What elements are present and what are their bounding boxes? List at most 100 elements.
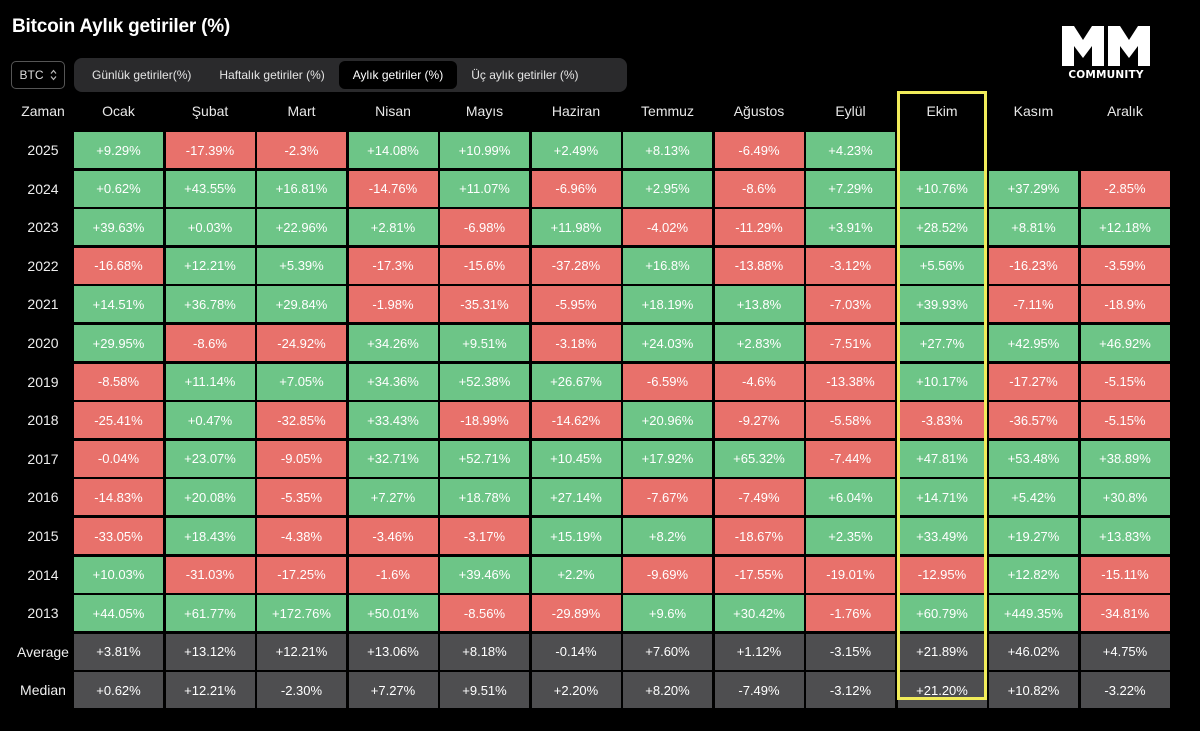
table-cell: -7.44% xyxy=(806,440,895,477)
table-cell: +449.35% xyxy=(989,595,1078,632)
row-label: Average xyxy=(17,643,69,660)
table-cell: -0.14% xyxy=(531,633,621,670)
table-cell: +2.20% xyxy=(531,672,621,709)
table-cell: +5.56% xyxy=(897,247,987,284)
table-cell: +13.83% xyxy=(1080,518,1170,554)
row-label: 2025 xyxy=(27,142,59,158)
table-cell: +23.07% xyxy=(165,440,255,477)
table-cell: +1.12% xyxy=(714,633,804,670)
table-cell: +13.8% xyxy=(714,286,804,323)
table-cell: +26.67% xyxy=(531,363,621,400)
table-cell: +21.20% xyxy=(897,672,987,709)
table-cell: -9.69% xyxy=(623,556,712,593)
table-cell: +2.81% xyxy=(348,209,438,246)
table-cell: +39.93% xyxy=(897,286,987,323)
column-header: Şubat xyxy=(191,103,229,119)
table-cell: -9.27% xyxy=(714,402,804,439)
column-header: Aralık xyxy=(1107,103,1143,119)
table-cell: -5.35% xyxy=(257,479,346,516)
table-cell: +3.81% xyxy=(74,633,163,670)
table-cell: -25.41% xyxy=(74,402,163,439)
table-cell: +39.63% xyxy=(74,209,163,246)
table-cell: +2.35% xyxy=(806,518,895,554)
table-cell: +46.02% xyxy=(989,633,1078,670)
table-cell: +34.26% xyxy=(348,325,438,361)
table-cell: +29.84% xyxy=(257,286,346,323)
table-cell: -3.17% xyxy=(440,518,529,554)
table-cell: +7.29% xyxy=(806,170,895,207)
table-cell: -7.49% xyxy=(714,672,804,709)
table-cell: +18.43% xyxy=(165,518,255,554)
row-label: Median xyxy=(20,682,66,699)
row-label: 2020 xyxy=(27,335,59,351)
table-cell: -3.18% xyxy=(531,325,621,361)
table-cell: +8.18% xyxy=(440,633,529,670)
table-cell: +50.01% xyxy=(348,595,438,632)
table-cell: -1.6% xyxy=(348,556,438,593)
table-cell: -12.95% xyxy=(897,556,987,593)
table-cell: +22.96% xyxy=(257,209,346,246)
tab-2[interactable]: Aylık getiriler (%) xyxy=(338,61,458,89)
page-title: Bitcoin Aylık getiriler (%) xyxy=(12,16,231,37)
column-header: Nisan xyxy=(375,103,411,119)
column-header: Mayıs xyxy=(465,103,504,119)
table-cell: -33.05% xyxy=(74,518,163,554)
table-cell: +4.23% xyxy=(806,132,895,168)
tab-1[interactable]: Haftalık getiriler (%) xyxy=(219,68,325,82)
table-cell: +52.38% xyxy=(440,363,529,400)
table-cell: -18.9% xyxy=(1080,286,1170,323)
table-cell: -17.39% xyxy=(165,132,255,168)
table-cell: +3.91% xyxy=(806,209,895,246)
mm-community-logo: COMMUNITY xyxy=(1060,24,1152,84)
table-cell: +44.05% xyxy=(74,595,163,632)
row-label: 2021 xyxy=(27,296,59,313)
table-cell: -2.3% xyxy=(257,132,346,168)
table-cell: +9.6% xyxy=(623,595,712,632)
asset-selector[interactable]: BTC xyxy=(11,61,65,89)
row-label: 2019 xyxy=(27,373,59,390)
table-cell: +32.71% xyxy=(348,440,438,477)
table-cell: +28.52% xyxy=(897,209,987,246)
table-cell: +11.14% xyxy=(165,363,255,400)
table-cell: -15.6% xyxy=(440,247,529,284)
table-cell: +10.76% xyxy=(897,170,987,207)
table-cell: -7.03% xyxy=(806,286,895,323)
table-cell: +12.21% xyxy=(165,247,255,284)
table-cell: +4.75% xyxy=(1080,633,1170,670)
table-cell: +18.78% xyxy=(440,479,529,516)
table-cell: +7.05% xyxy=(257,363,346,400)
row-label: 2014 xyxy=(27,566,59,583)
table-cell: +9.51% xyxy=(440,672,529,709)
row-label: 2024 xyxy=(27,180,59,197)
table-cell: +12.21% xyxy=(257,633,346,670)
table-cell: -4.02% xyxy=(623,209,712,246)
table-cell: -3.12% xyxy=(806,672,895,709)
column-header: Temmuz xyxy=(641,103,694,119)
tab-0[interactable]: Günlük getiriler(%) xyxy=(92,68,192,82)
column-header: Haziran xyxy=(551,103,601,119)
table-cell: +18.19% xyxy=(623,286,712,323)
table-cell: +8.20% xyxy=(623,672,712,709)
row-label: 2022 xyxy=(27,257,59,274)
table-cell: +42.95% xyxy=(989,325,1078,361)
row-label: 2016 xyxy=(27,489,59,506)
table-cell: +5.39% xyxy=(257,247,346,284)
table-cell: -6.96% xyxy=(531,170,621,207)
row-label: 2018 xyxy=(27,412,59,429)
table-cell: -5.58% xyxy=(806,402,895,439)
table-cell: +13.06% xyxy=(348,633,438,670)
table-cell: -8.58% xyxy=(74,363,163,400)
table-cell: +6.04% xyxy=(806,479,895,516)
tab-3[interactable]: Üç aylık getiriler (%) xyxy=(471,68,579,82)
table-cell: +15.19% xyxy=(531,518,621,554)
table-cell: +43.55% xyxy=(165,170,255,207)
table-cell: +10.82% xyxy=(989,672,1078,709)
row-label: 2013 xyxy=(27,605,59,622)
table-cell: +10.03% xyxy=(74,556,163,593)
table-cell: +7.27% xyxy=(348,479,438,516)
table-cell: +2.2% xyxy=(531,556,621,593)
period-tabs: Günlük getiriler(%) Haftalık getiriler (%… xyxy=(74,58,627,92)
table-cell: -1.98% xyxy=(348,286,438,323)
table-cell: +20.08% xyxy=(165,479,255,516)
table-cell: -2.30% xyxy=(257,672,346,709)
